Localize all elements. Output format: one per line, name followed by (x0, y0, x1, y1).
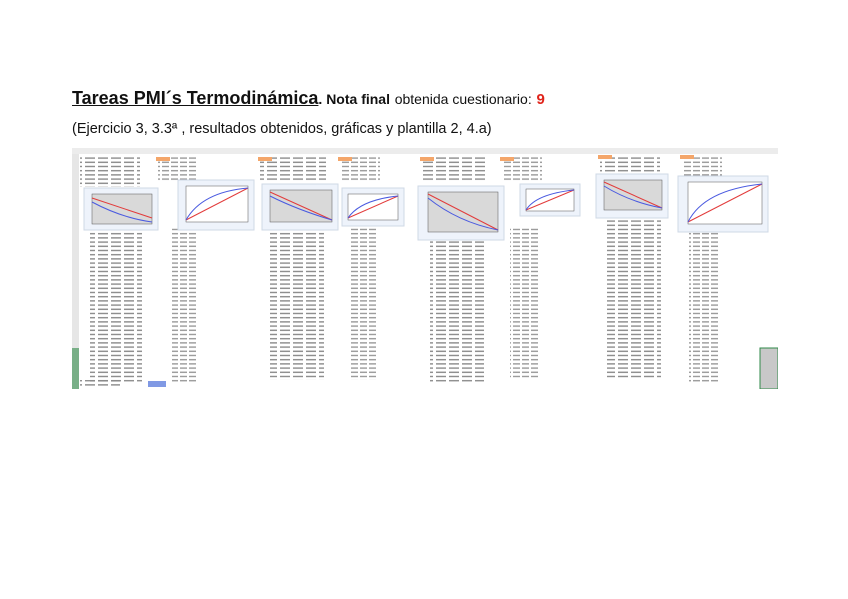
subtitle: (Ejercicio 3, 3.3ª , resultados obtenido… (72, 121, 492, 137)
note-text: obtenida cuestionario: (394, 91, 532, 107)
embedded-charts (83, 173, 769, 241)
spreadsheet-screenshot (72, 148, 778, 389)
note-label: . Nota final (318, 91, 390, 107)
heading: Tareas PMI´s Termodinámica. Nota final o… (72, 88, 545, 109)
row-header (72, 154, 79, 389)
column-header (72, 148, 778, 154)
data-columns (80, 216, 719, 388)
header-cells (80, 155, 722, 187)
title: Tareas PMI´s Termodinámica (72, 88, 319, 108)
grade: 9 (536, 91, 545, 108)
